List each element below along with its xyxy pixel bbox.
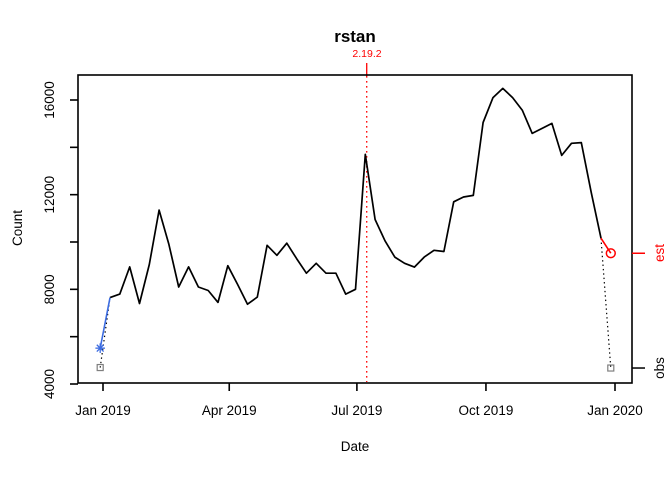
event-line-label: 2.19.2 — [352, 48, 382, 60]
right-label-obs: obs — [652, 357, 667, 379]
y-tick-label: 8000 — [42, 274, 57, 304]
x-tick-label: Jul 2019 — [331, 403, 382, 418]
est-asterisk-marker — [96, 344, 105, 352]
x-tick-label: Jan 2020 — [587, 403, 643, 418]
y-tick-label: 4000 — [42, 369, 57, 399]
chart-title: rstan — [334, 27, 376, 46]
y-tick-label: 12000 — [42, 176, 57, 214]
start-obs-dotted-line — [99, 297, 111, 368]
obs-square-marker — [607, 364, 615, 372]
start-est-line — [99, 297, 111, 349]
x-axis-title: Date — [340, 439, 370, 454]
downloads-series-line — [109, 87, 602, 306]
y-axis-title: Count — [10, 209, 25, 247]
right-label-est: est — [652, 244, 667, 263]
obs-square-marker — [96, 363, 104, 372]
end-est-line — [600, 237, 612, 254]
x-tick-label: Jan 2019 — [75, 403, 131, 418]
plot-box — [77, 74, 633, 384]
x-tick-label: Apr 2019 — [202, 403, 257, 418]
x-tick-label: Oct 2019 — [459, 403, 514, 418]
y-tick-label: 16000 — [42, 81, 57, 119]
est-circle-marker — [605, 248, 616, 259]
